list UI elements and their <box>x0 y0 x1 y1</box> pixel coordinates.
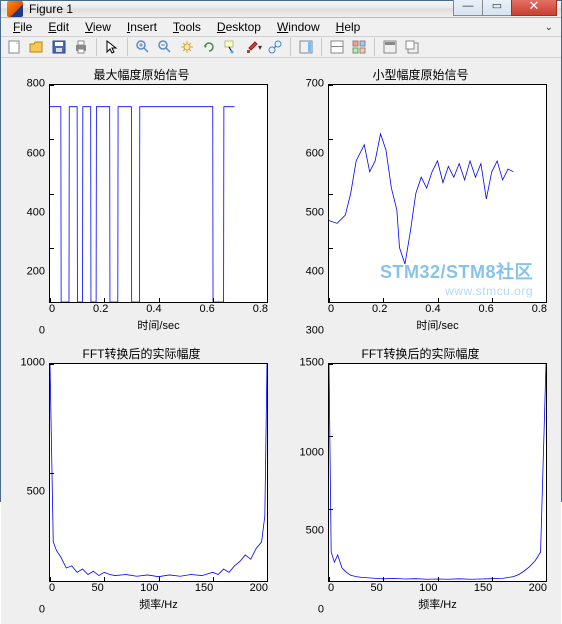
datatip-icon[interactable] <box>221 37 241 57</box>
legend-icon[interactable] <box>327 37 347 57</box>
open-icon[interactable] <box>27 37 47 57</box>
subplot-4: FFT转换后的实际幅度 150010005000 050100150200 频率… <box>294 345 547 610</box>
menu-chevron-icon[interactable]: ⌄ <box>541 22 557 33</box>
menu-file[interactable]: File <box>5 18 40 36</box>
subplot-2-yaxis: 700600500400300 <box>294 84 328 331</box>
subplot-2-xaxis: 00.20.40.60.8 <box>328 303 547 317</box>
subplot-3-plot[interactable] <box>49 363 268 582</box>
subplot-icon[interactable] <box>349 37 369 57</box>
subplot-1-title: 最大幅度原始信号 <box>15 66 268 82</box>
menu-tools[interactable]: Tools <box>165 18 209 36</box>
subplot-2-plot[interactable] <box>328 84 547 303</box>
toolbar: ▾ <box>1 37 561 58</box>
menubar: File Edit View Insert Tools Desktop Wind… <box>1 18 561 37</box>
menu-view[interactable]: View <box>77 18 119 36</box>
save-icon[interactable] <box>49 37 69 57</box>
print-icon[interactable] <box>71 37 91 57</box>
subplot-1-plot[interactable] <box>49 84 268 303</box>
figure-content: 最大幅度原始信号 8006004002000 00.20.40.60.8 时间/… <box>1 58 561 624</box>
close-button[interactable]: ✕ <box>511 0 557 16</box>
zoom-in-icon[interactable] <box>133 37 153 57</box>
minimize-button[interactable]: — <box>453 0 483 16</box>
menu-help[interactable]: Help <box>328 18 369 36</box>
subplot-1: 最大幅度原始信号 8006004002000 00.20.40.60.8 时间/… <box>15 66 268 331</box>
colorbar-icon[interactable] <box>296 37 316 57</box>
menu-desktop[interactable]: Desktop <box>209 18 269 36</box>
link-icon[interactable] <box>265 37 285 57</box>
subplot-3-yaxis: 10005000 <box>15 363 49 610</box>
menu-insert[interactable]: Insert <box>119 18 165 36</box>
brush-icon[interactable]: ▾ <box>243 37 263 57</box>
menu-window[interactable]: Window <box>269 18 328 36</box>
menu-edit[interactable]: Edit <box>40 18 77 36</box>
subplot-3-title: FFT转换后的实际幅度 <box>15 345 268 361</box>
subplot-4-xaxis: 050100150200 <box>328 582 547 596</box>
matlab-icon <box>7 1 23 17</box>
subplot-4-title: FFT转换后的实际幅度 <box>294 345 547 361</box>
subplot-2: 小型幅度原始信号 700600500400300 00.20.40.60.8 时… <box>294 66 547 331</box>
dock-icon[interactable] <box>380 37 400 57</box>
subplot-1-yaxis: 8006004002000 <box>15 84 49 331</box>
window-title: Figure 1 <box>29 2 454 16</box>
subplot-2-xlabel: 时间/sec <box>328 317 547 331</box>
new-figure-icon[interactable] <box>5 37 25 57</box>
pan-icon[interactable] <box>177 37 197 57</box>
rotate-icon[interactable] <box>199 37 219 57</box>
subplot-3: FFT转换后的实际幅度 10005000 050100150200 频率/Hz <box>15 345 268 610</box>
subplot-2-title: 小型幅度原始信号 <box>294 66 547 82</box>
zoom-out-icon[interactable] <box>155 37 175 57</box>
titlebar[interactable]: Figure 1 — ▭ ✕ <box>1 1 561 18</box>
maximize-button[interactable]: ▭ <box>482 0 512 16</box>
undock-icon[interactable] <box>402 37 422 57</box>
figure-window: Figure 1 — ▭ ✕ File Edit View Insert Too… <box>0 0 562 502</box>
subplot-1-xlabel: 时间/sec <box>49 317 268 331</box>
subplot-3-xlabel: 频率/Hz <box>49 596 268 610</box>
subplot-4-xlabel: 频率/Hz <box>328 596 547 610</box>
subplot-3-xaxis: 050100150200 <box>49 582 268 596</box>
subplot-4-yaxis: 150010005000 <box>294 363 328 610</box>
pointer-icon[interactable] <box>102 37 122 57</box>
subplot-1-xaxis: 00.20.40.60.8 <box>49 303 268 317</box>
subplot-4-plot[interactable] <box>328 363 547 582</box>
